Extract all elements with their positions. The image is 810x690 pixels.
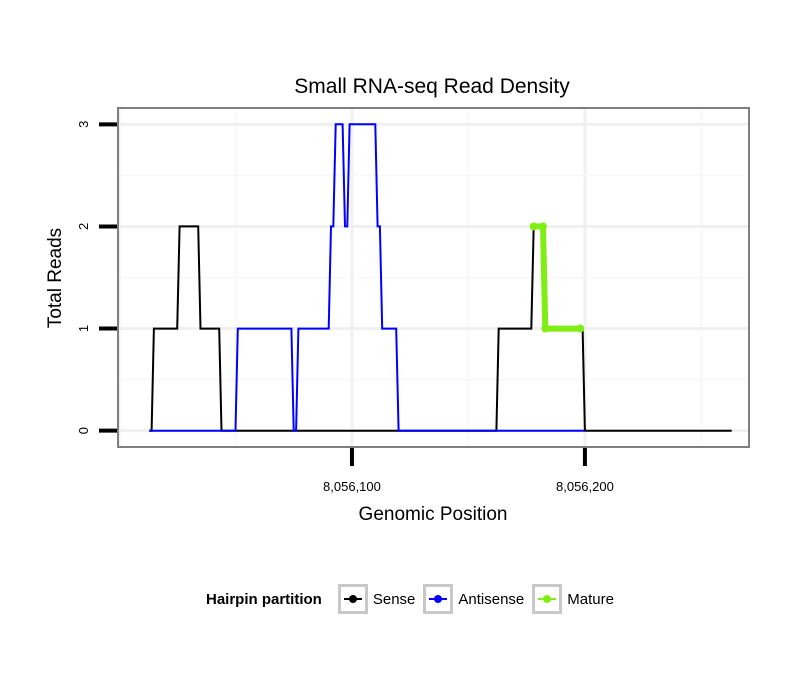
series-line-mature [530, 223, 584, 332]
grid [117, 109, 748, 446]
legend-key-antisense [423, 584, 454, 614]
chart-title: Small RNA-seq Read Density [294, 75, 570, 98]
legend-item-mature: Mature [532, 584, 614, 614]
axes: 0 1 2 3 8,056,100 8,056,200 [76, 121, 614, 494]
legend-label-sense: Sense [372, 590, 416, 608]
legend-item-sense: Sense [337, 584, 416, 614]
y-tick-label: 2 [76, 223, 91, 230]
series-layer [149, 123, 732, 432]
legend-title: Hairpin partition [206, 590, 322, 608]
legend-label-mature: Mature [567, 590, 614, 608]
series-line-antisense [149, 123, 585, 432]
legend: Hairpin partition Sense Antisense Mature [206, 580, 622, 618]
y-tick-label: 3 [76, 121, 91, 128]
series-point-mature [529, 222, 538, 231]
x-tick-label: 8,056,200 [556, 479, 614, 494]
legend-key-sense [337, 584, 368, 614]
x-tick-label: 8,056,100 [323, 479, 381, 494]
plot-panel-border [117, 107, 750, 448]
y-tick-label: 0 [76, 427, 91, 434]
y-axis-label: Total Reads [45, 228, 66, 328]
series-point-mature [541, 324, 550, 333]
legend-key-mature [532, 584, 563, 614]
series-point-mature [538, 222, 547, 231]
y-tick-label: 1 [76, 325, 91, 332]
legend-item-antisense: Antisense [423, 584, 524, 614]
series-point-mature [576, 324, 585, 333]
legend-label-antisense: Antisense [458, 590, 525, 608]
x-axis-label: Genomic Position [359, 504, 508, 525]
